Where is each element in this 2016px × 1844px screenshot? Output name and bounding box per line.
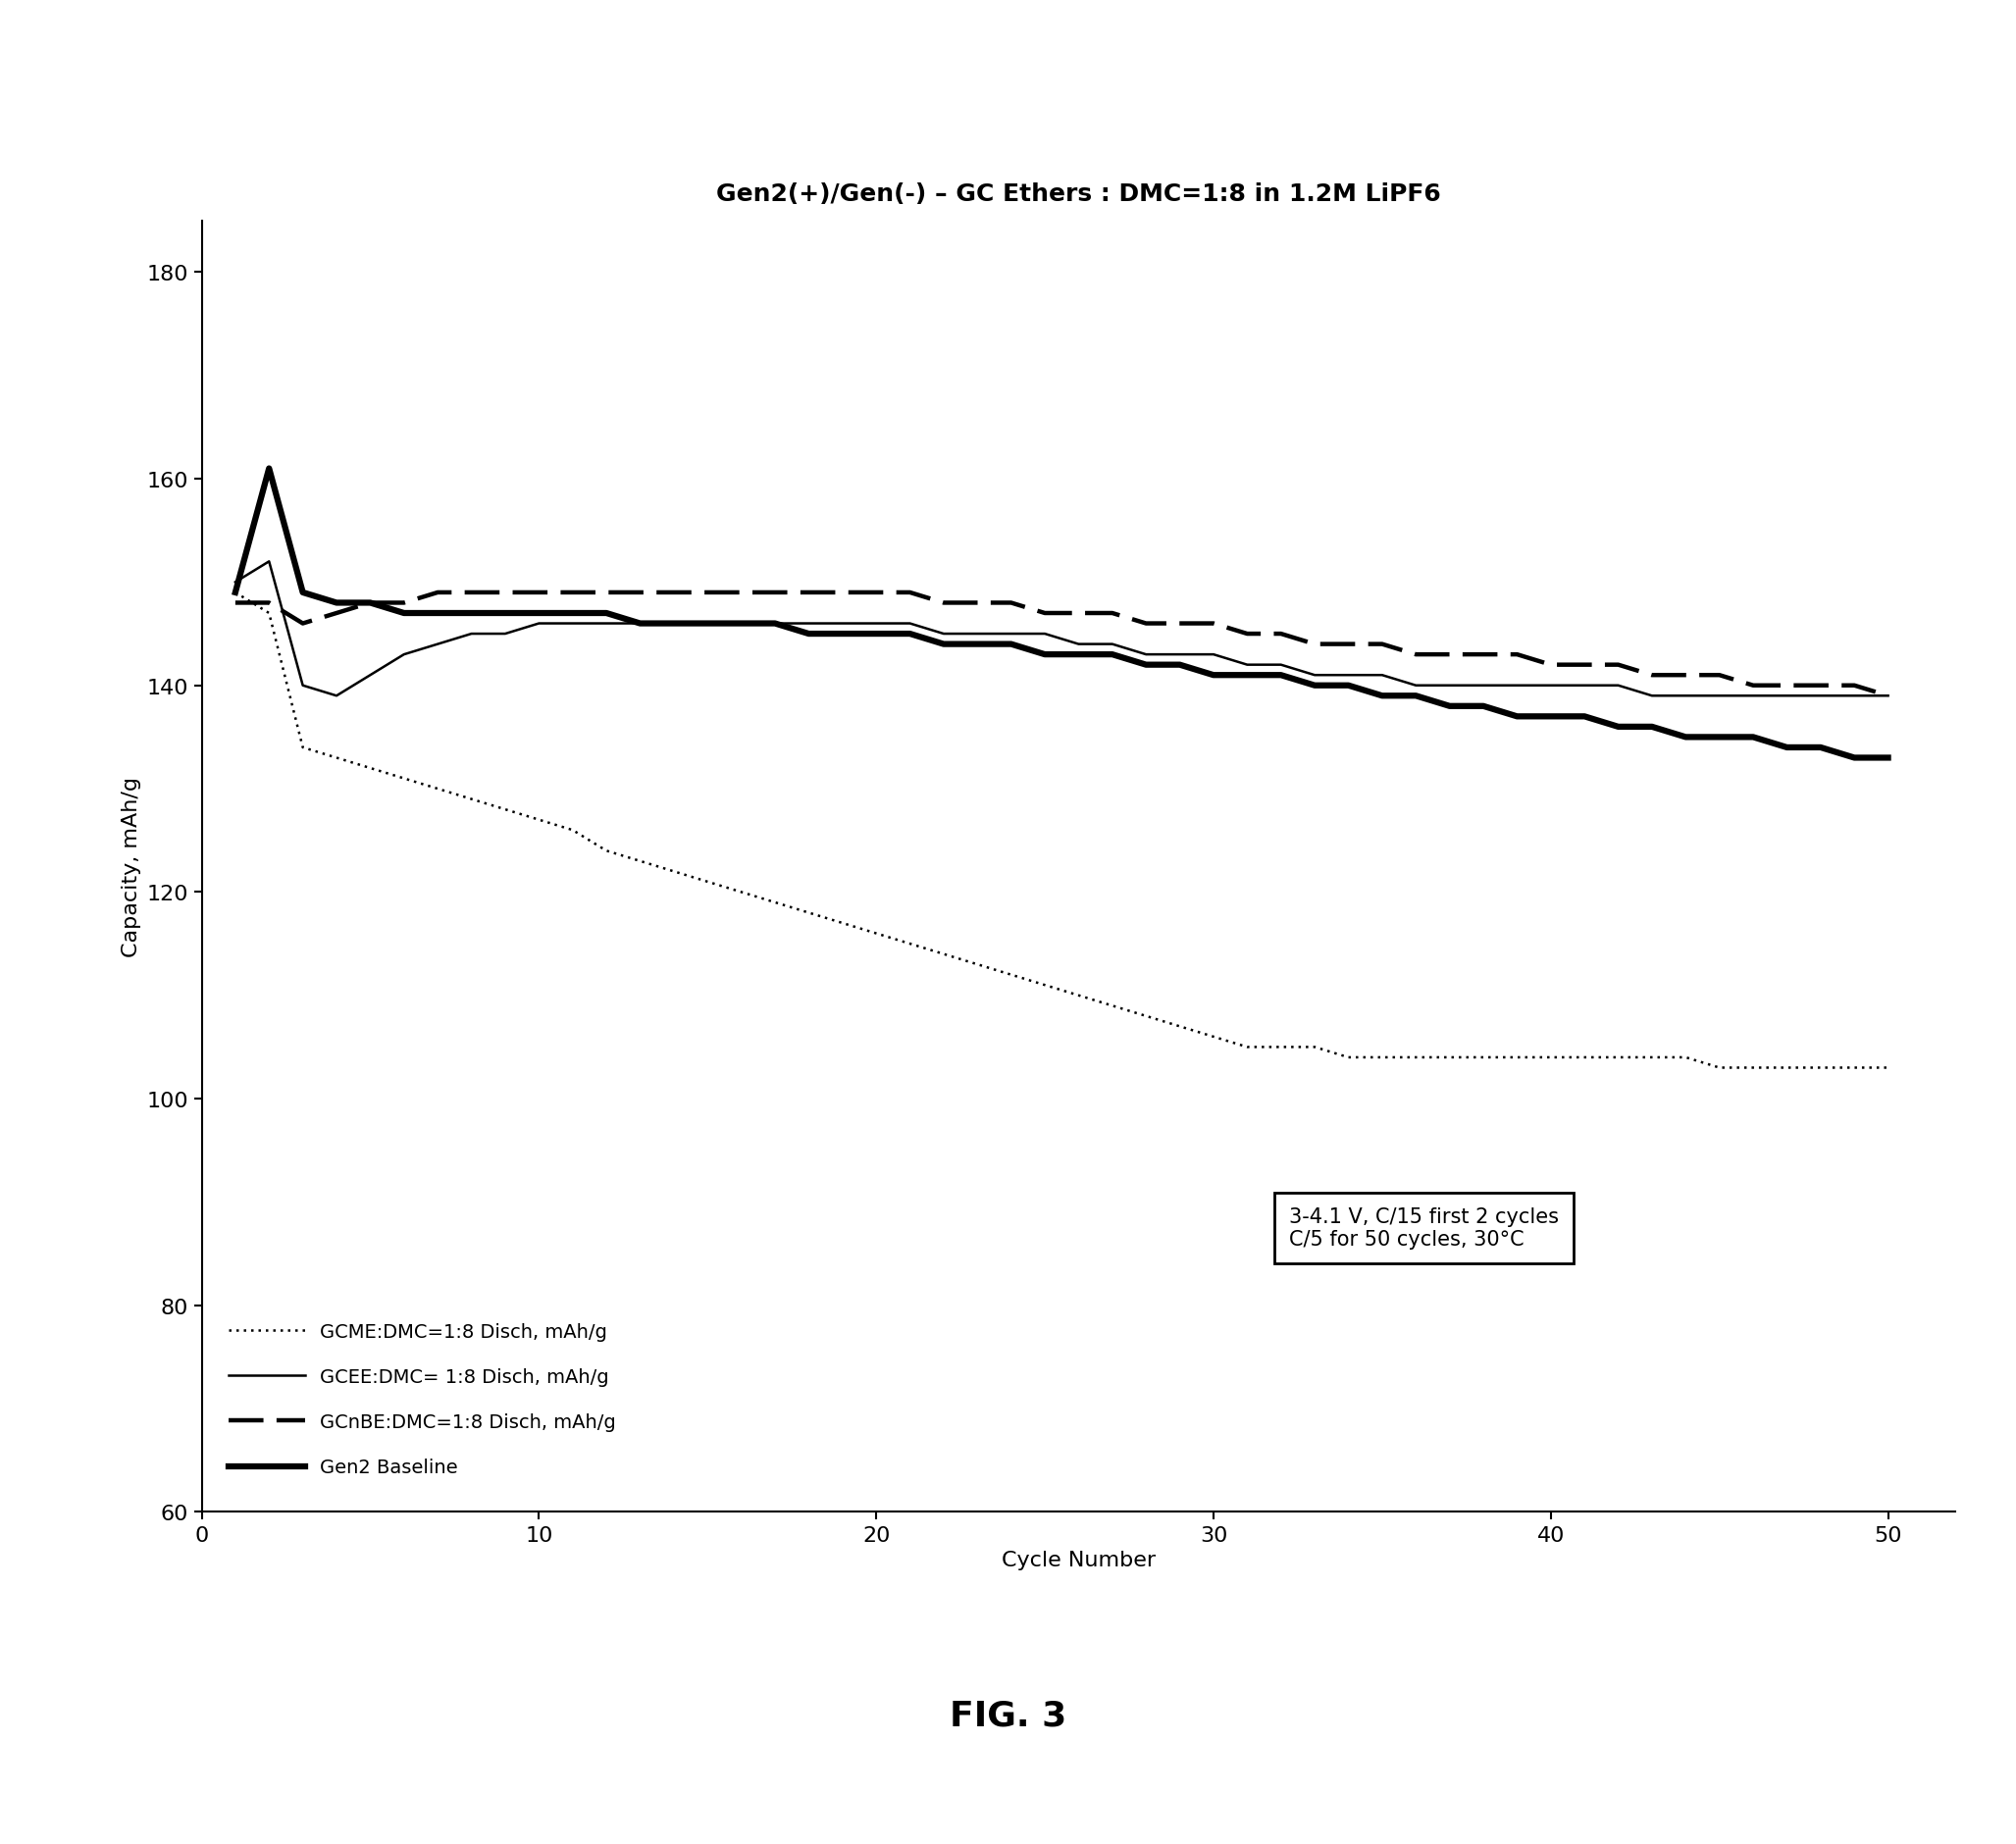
Text: 3-4.1 V, C/15 first 2 cycles
C/5 for 50 cycles, 30°C: 3-4.1 V, C/15 first 2 cycles C/5 for 50 …	[1288, 1208, 1558, 1248]
Title: Gen2(+)/Gen(-) – GC Ethers : DMC=1:8 in 1.2M LiPF6: Gen2(+)/Gen(-) – GC Ethers : DMC=1:8 in …	[716, 183, 1441, 207]
Y-axis label: Capacity, mAh/g: Capacity, mAh/g	[121, 776, 141, 957]
Text: FIG. 3: FIG. 3	[950, 1698, 1066, 1732]
X-axis label: Cycle Number: Cycle Number	[1002, 1551, 1155, 1569]
Legend: GCME:DMC=1:8 Disch, mAh/g, GCEE:DMC= 1:8 Disch, mAh/g, GCnBE:DMC=1:8 Disch, mAh/: GCME:DMC=1:8 Disch, mAh/g, GCEE:DMC= 1:8…	[228, 1322, 617, 1477]
